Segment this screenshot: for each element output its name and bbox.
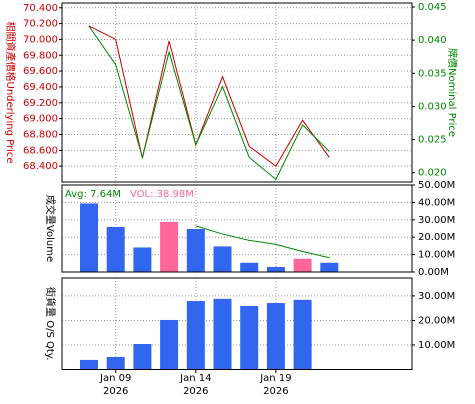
line-series — [88, 25, 330, 167]
y2-tick-label: 0.025 — [418, 135, 447, 146]
bar — [186, 301, 205, 370]
bar — [293, 258, 312, 272]
bar — [106, 356, 125, 370]
y-tick-label: 10.00M — [418, 250, 455, 261]
y-tick-label: 69.000 — [23, 114, 58, 125]
y-tick-label: 50.00M — [418, 180, 455, 191]
bar — [213, 298, 232, 370]
y2-axis-label: 牌價Nominal Price — [446, 48, 459, 137]
y2-tick-label: 0.030 — [418, 101, 447, 112]
bar — [293, 299, 312, 370]
avg-line — [195, 225, 330, 259]
bar — [160, 319, 179, 370]
y-tick-label: 70.400 — [23, 3, 58, 14]
y2-tick-label: 0.040 — [418, 35, 447, 46]
y-tick-label: 68.800 — [23, 129, 58, 140]
y-tick-label: 20.00M — [418, 232, 455, 243]
bar — [106, 226, 125, 272]
x-tick-sublabel: 2026 — [103, 386, 128, 397]
y-axis-label: 相關資產價格Underlying Price — [4, 21, 17, 163]
bar — [133, 247, 152, 272]
y-axis-label: 成交量Volume — [44, 195, 57, 262]
y-tick-label: 30.00M — [418, 215, 455, 226]
y-tick-label: 68.400 — [23, 161, 58, 172]
y-tick-label: 69.200 — [23, 98, 58, 109]
vol-label: VOL: 38.98M — [130, 189, 194, 200]
x-tick-label: Jan 09 — [99, 373, 131, 384]
y-tick-label: 10.00M — [418, 340, 455, 351]
line-series — [88, 25, 330, 181]
y-tick-label: 69.800 — [23, 50, 58, 61]
panel-frame — [61, 184, 413, 273]
bar — [320, 262, 339, 272]
y-axis-label: 街貨量 O/S Qty. — [44, 287, 57, 360]
bar — [266, 266, 285, 272]
bar — [213, 246, 232, 272]
y-tick-label: 70.200 — [23, 19, 58, 30]
y2-tick-label: 0.035 — [418, 68, 447, 79]
bar — [80, 359, 98, 370]
bar — [186, 229, 205, 272]
bar — [240, 262, 259, 272]
y2-tick-label: 0.020 — [418, 168, 447, 179]
x-tick-label: Jan 19 — [259, 373, 291, 384]
y2-tick-label: 0.045 — [418, 2, 447, 13]
y-tick-label: 30.00M — [418, 291, 455, 302]
x-tick-sublabel: 2026 — [263, 386, 288, 397]
y-tick-label: 70.000 — [23, 34, 58, 45]
bar — [240, 305, 259, 370]
avg-label: Avg: 7.64M — [65, 189, 121, 200]
y-tick-label: 20.00M — [418, 315, 455, 326]
y-tick-label: 0.00M — [418, 267, 449, 278]
y-tick-label: 68.600 — [23, 145, 58, 156]
bar — [266, 303, 285, 370]
bar — [160, 221, 179, 272]
y-tick-label: 69.400 — [23, 82, 58, 93]
panel-frame — [61, 277, 413, 370]
bar — [80, 203, 98, 272]
y-tick-label: 69.600 — [23, 66, 58, 77]
bar — [133, 343, 152, 370]
y-tick-label: 40.00M — [418, 197, 455, 208]
x-tick-label: Jan 14 — [179, 373, 211, 384]
x-tick-sublabel: 2026 — [183, 386, 208, 397]
panel-frame — [61, 2, 413, 183]
